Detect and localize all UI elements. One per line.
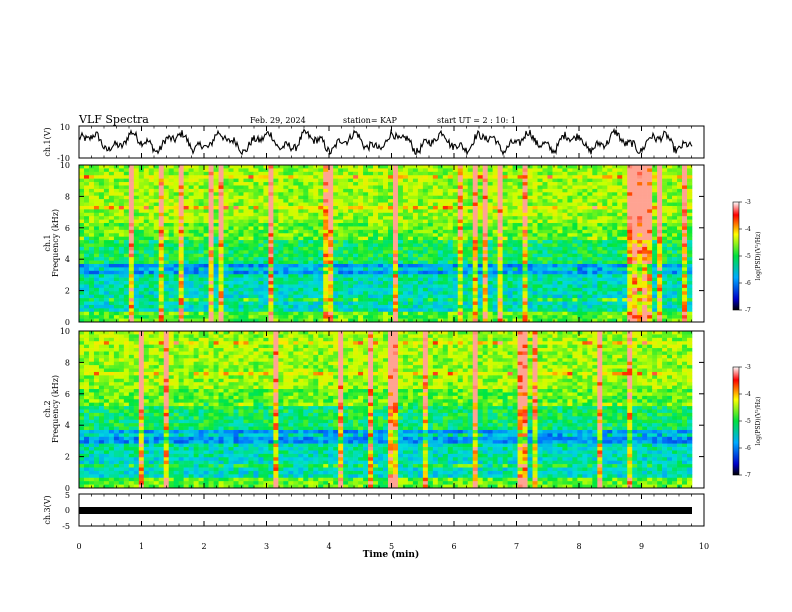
- ch1-spec-ytick-4: 4: [65, 255, 70, 264]
- ch1-waveform-ylabel: ch.1(V): [43, 127, 52, 156]
- ch2-spec-ytick-8: 8: [65, 358, 70, 367]
- date-label: Feb. 29, 2024: [250, 116, 306, 125]
- ch1-spec-ytick-6: 6: [65, 224, 70, 233]
- ch1-waveform-trace: [78, 127, 693, 157]
- ch2-spec-ytick-2: 2: [65, 453, 70, 462]
- ch2-colorbar-tick--5: -5: [745, 418, 751, 425]
- ch2-colorbar-tick--6: -6: [745, 445, 751, 452]
- x-tick-1: 1: [139, 542, 144, 551]
- x-tick-9: 9: [639, 542, 644, 551]
- ch2-colorbar: [732, 366, 740, 476]
- x-tick-10: 10: [699, 542, 709, 551]
- ch2-colorbar-tick--4: -4: [745, 391, 751, 398]
- ch2-spec-ytick-10: 10: [60, 327, 70, 336]
- ch1-waveform-panel: 10 -10 ch.1(V): [43, 123, 705, 163]
- x-axis-label: Time (min): [363, 549, 420, 560]
- ch2-spec-ytick-6: 6: [65, 390, 70, 399]
- x-tick-6: 6: [451, 542, 456, 551]
- ch3-waveform-ylabel: ch.3(V): [43, 495, 52, 524]
- ch1-ylabel-frequency: Frequency (kHz): [51, 209, 60, 277]
- ch1-colorbar-tick--6: -6: [745, 280, 751, 287]
- ch1-spec-ytick-8: 8: [65, 192, 70, 201]
- ch1-spec-ytick-10: 10: [60, 161, 70, 170]
- ch2-colorbar-tick--7: -7: [745, 472, 751, 479]
- ch1-ytick-top: 10: [60, 123, 70, 132]
- x-tick-2: 2: [201, 542, 206, 551]
- ch3-ytick-top: 5: [65, 491, 70, 500]
- x-tick-4: 4: [326, 542, 331, 551]
- x-tick-5: 5: [389, 542, 394, 551]
- ch3-waveform-band: [79, 507, 692, 514]
- ch1-spectrogram-image: [79, 165, 693, 323]
- x-tick-0: 0: [76, 542, 81, 551]
- ch2-colorbar-label: log(PSD)(V²/Hz): [755, 397, 762, 446]
- ch2-spec-ytick-0: 0: [65, 484, 70, 493]
- x-tick-8: 8: [576, 542, 581, 551]
- ch1-colorbar-tick--3: -3: [745, 199, 751, 206]
- ch3-waveform-panel: 5 0 -5 ch.3(V) 0 1 2 3 4 5 6 7 8 9 10 Time (min): [43, 126, 709, 560]
- ch1-ytick-bottom: -10: [57, 154, 70, 163]
- ch1-ylabel-channel: ch.1: [43, 234, 52, 251]
- start-time-label: start UT = 2 : 10: 1: [437, 116, 516, 125]
- ch1-colorbar: [732, 201, 740, 311]
- ch1-colorbar-label: log(PSD)(V²/Hz): [755, 232, 762, 281]
- ch1-colorbar-tick--5: -5: [745, 253, 751, 260]
- figure-title: VLF Spectra: [79, 113, 149, 126]
- ch1-colorbar-tick--4: -4: [745, 226, 751, 233]
- ch2-colorbar-tick--3: -3: [745, 364, 751, 371]
- ch2-ylabel-frequency: Frequency (kHz): [51, 375, 60, 443]
- ch1-spec-ytick-0: 0: [65, 318, 70, 327]
- ch2-ylabel-channel: ch.2: [43, 400, 52, 417]
- x-tick-3: 3: [264, 542, 269, 551]
- x-tick-7: 7: [514, 542, 519, 551]
- ch1-colorbar-tick--7: -7: [745, 307, 751, 314]
- station-label: station= KAP: [343, 116, 397, 125]
- ch3-ytick-mid: 0: [65, 506, 70, 515]
- ch3-ytick-bottom: -5: [62, 522, 70, 531]
- ch2-spec-ytick-4: 4: [65, 421, 70, 430]
- ch2-spectrogram-image: [79, 331, 693, 489]
- ch1-spec-ytick-2: 2: [65, 287, 70, 296]
